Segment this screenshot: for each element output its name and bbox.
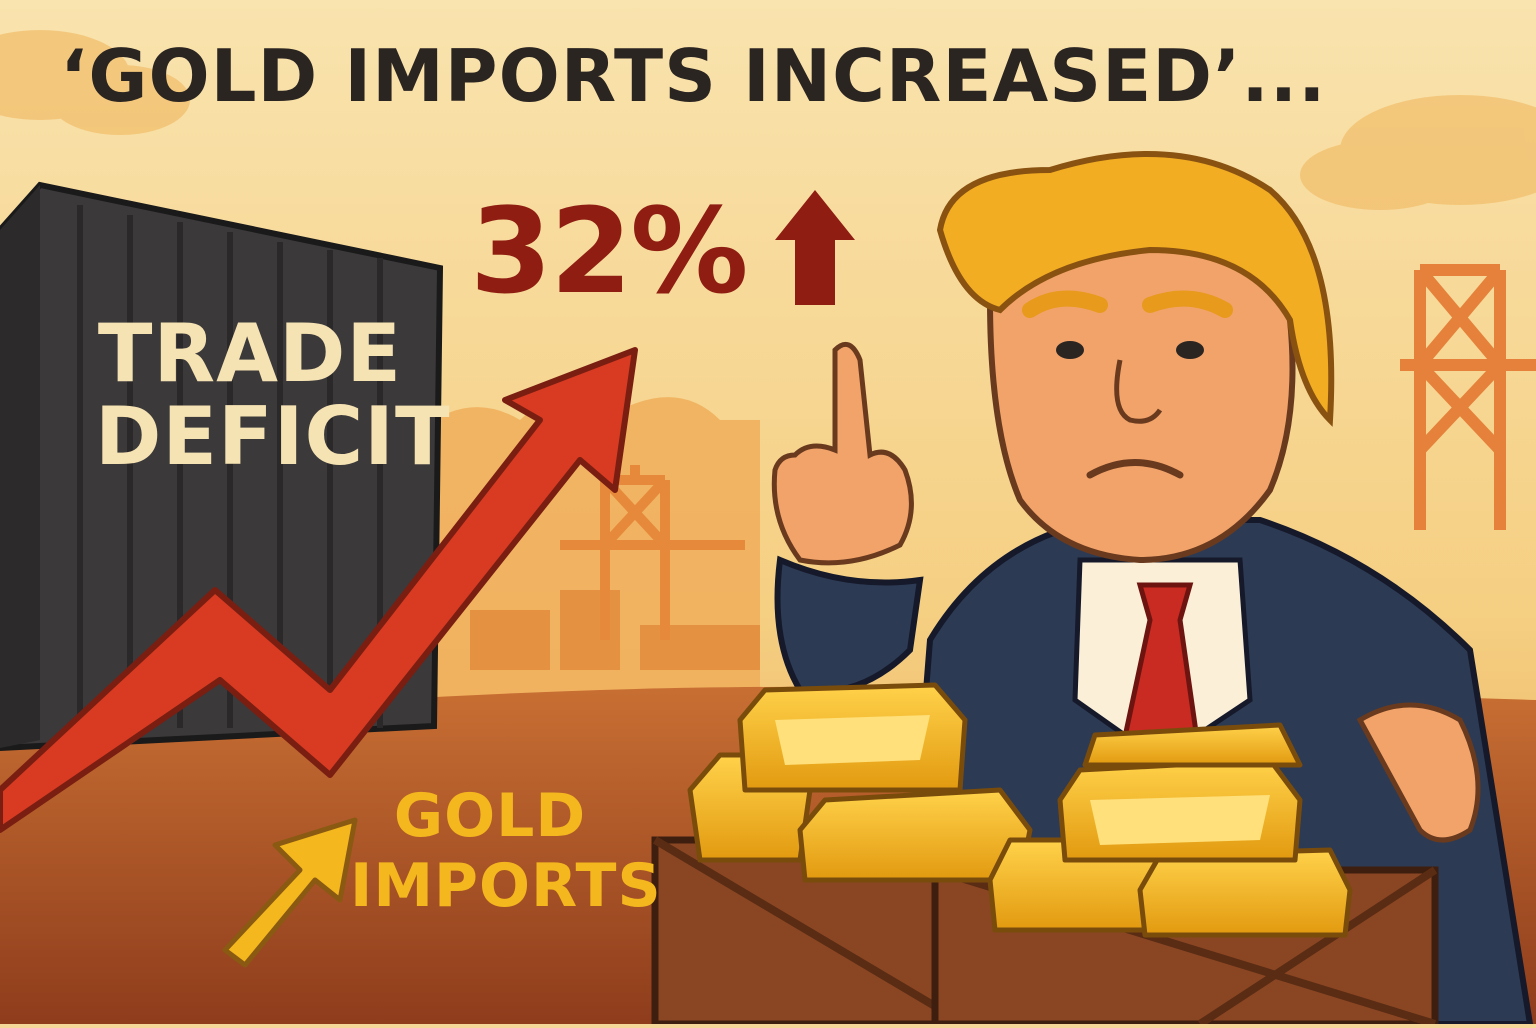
small-up-arrow-icon — [222, 817, 358, 968]
clouds — [0, 30, 1536, 210]
container-label: TRADE DEFICIT — [95, 307, 451, 484]
crane-icon-right — [1400, 264, 1536, 530]
gold-label-line2: IMPORTS — [350, 850, 662, 921]
gold-imports-label: GOLD IMPORTS — [350, 781, 662, 921]
headline-text: ‘GOLD IMPORTS INCREASED’... — [60, 34, 1327, 118]
gold-label-line1: GOLD — [393, 781, 587, 851]
container-label-line2: DEFICIT — [95, 390, 451, 484]
gold-bar-icon — [687, 682, 1353, 938]
container-label-line1: TRADE — [97, 307, 403, 400]
arrow-up-icon — [775, 190, 855, 305]
trend-up-arrow-icon — [0, 347, 638, 833]
stat-percent: 32% — [470, 182, 748, 320]
